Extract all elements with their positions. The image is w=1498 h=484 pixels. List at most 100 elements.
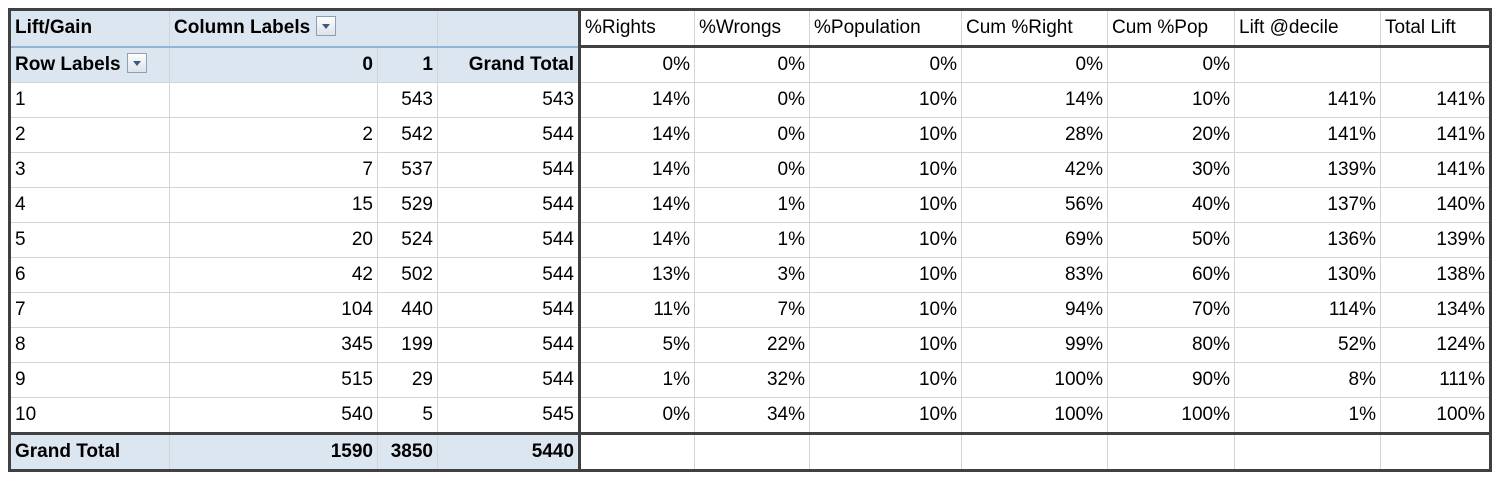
metric-cell-1[interactable]: 0% bbox=[694, 82, 810, 118]
zero-cell-5[interactable] bbox=[1234, 45, 1381, 83]
row-labels-cell[interactable]: Row Labels bbox=[8, 45, 170, 83]
metric-cell-5[interactable]: 8% bbox=[1234, 362, 1381, 398]
pivot-count-1-cell[interactable]: 537 bbox=[377, 152, 438, 188]
metric-cell-5[interactable]: 1% bbox=[1234, 397, 1381, 434]
metric-cell-1[interactable]: 32% bbox=[694, 362, 810, 398]
row-labels-filter-dropdown-icon[interactable] bbox=[126, 52, 147, 73]
metric-header-0[interactable]: %Rights bbox=[579, 8, 695, 47]
empty-total-cell[interactable] bbox=[1234, 432, 1381, 472]
row-label-cell[interactable]: 7 bbox=[8, 292, 170, 328]
row-label-cell[interactable]: 9 bbox=[8, 362, 170, 398]
pivot-row-total-cell[interactable]: 544 bbox=[437, 327, 581, 363]
metric-cell-3[interactable]: 28% bbox=[961, 117, 1108, 153]
pivot-count-1-cell[interactable]: 542 bbox=[377, 117, 438, 153]
metric-cell-3[interactable]: 100% bbox=[961, 397, 1108, 434]
pivot-row-total-cell[interactable]: 543 bbox=[437, 82, 581, 118]
metric-header-1[interactable]: %Wrongs bbox=[694, 8, 810, 47]
pivot-row-total-cell[interactable]: 544 bbox=[437, 187, 581, 223]
metric-cell-0[interactable]: 14% bbox=[579, 152, 695, 188]
pivot-row-total-cell[interactable]: 544 bbox=[437, 362, 581, 398]
metric-cell-6[interactable]: 124% bbox=[1380, 327, 1492, 363]
metric-cell-0[interactable]: 5% bbox=[579, 327, 695, 363]
pivot-count-1-cell[interactable]: 524 bbox=[377, 222, 438, 258]
metric-cell-1[interactable]: 0% bbox=[694, 152, 810, 188]
metric-cell-6[interactable]: 111% bbox=[1380, 362, 1492, 398]
pivot-count-0-cell[interactable]: 104 bbox=[169, 292, 378, 328]
pivot-count-0-cell[interactable]: 42 bbox=[169, 257, 378, 293]
metric-cell-2[interactable]: 10% bbox=[809, 292, 962, 328]
row-label-cell[interactable]: 1 bbox=[8, 82, 170, 118]
pivot-grand-total-header[interactable]: Grand Total bbox=[437, 45, 581, 83]
row-label-cell[interactable]: 3 bbox=[8, 152, 170, 188]
metric-cell-3[interactable]: 56% bbox=[961, 187, 1108, 223]
metric-cell-0[interactable]: 14% bbox=[579, 82, 695, 118]
pivot-col-header-0[interactable]: 0 bbox=[169, 45, 378, 83]
metric-header-4[interactable]: Cum %Pop bbox=[1107, 8, 1235, 47]
metric-cell-5[interactable]: 130% bbox=[1234, 257, 1381, 293]
pivot-count-0-cell[interactable]: 345 bbox=[169, 327, 378, 363]
metric-cell-4[interactable]: 60% bbox=[1107, 257, 1235, 293]
pivot-row-total-cell[interactable]: 544 bbox=[437, 152, 581, 188]
metric-cell-2[interactable]: 10% bbox=[809, 222, 962, 258]
metric-cell-5[interactable]: 139% bbox=[1234, 152, 1381, 188]
zero-cell-0[interactable]: 0% bbox=[579, 45, 695, 83]
pivot-count-0-cell[interactable]: 7 bbox=[169, 152, 378, 188]
pivot-row-total-cell[interactable]: 545 bbox=[437, 397, 581, 434]
pivot-count-1-cell[interactable]: 5 bbox=[377, 397, 438, 434]
metric-cell-5[interactable]: 137% bbox=[1234, 187, 1381, 223]
metric-cell-2[interactable]: 10% bbox=[809, 117, 962, 153]
pivot-count-1-cell[interactable]: 440 bbox=[377, 292, 438, 328]
metric-cell-4[interactable]: 80% bbox=[1107, 327, 1235, 363]
metric-cell-4[interactable]: 100% bbox=[1107, 397, 1235, 434]
metric-cell-5[interactable]: 136% bbox=[1234, 222, 1381, 258]
pivot-row-total-cell[interactable]: 544 bbox=[437, 257, 581, 293]
metric-cell-6[interactable]: 140% bbox=[1380, 187, 1492, 223]
metric-cell-4[interactable]: 50% bbox=[1107, 222, 1235, 258]
pivot-count-1-cell[interactable]: 29 bbox=[377, 362, 438, 398]
metric-cell-5[interactable]: 52% bbox=[1234, 327, 1381, 363]
metric-cell-2[interactable]: 10% bbox=[809, 327, 962, 363]
metric-cell-6[interactable]: 134% bbox=[1380, 292, 1492, 328]
metric-cell-3[interactable]: 83% bbox=[961, 257, 1108, 293]
metric-cell-3[interactable]: 94% bbox=[961, 292, 1108, 328]
metric-header-2[interactable]: %Population bbox=[809, 8, 962, 47]
metric-cell-3[interactable]: 14% bbox=[961, 82, 1108, 118]
pivot-count-0-cell[interactable] bbox=[169, 82, 378, 118]
zero-cell-6[interactable] bbox=[1380, 45, 1492, 83]
metric-cell-1[interactable]: 7% bbox=[694, 292, 810, 328]
metric-cell-1[interactable]: 0% bbox=[694, 117, 810, 153]
pivot-count-0-cell[interactable]: 2 bbox=[169, 117, 378, 153]
empty-total-cell[interactable] bbox=[694, 432, 810, 472]
pivot-row-total-cell[interactable]: 544 bbox=[437, 222, 581, 258]
metric-cell-1[interactable]: 34% bbox=[694, 397, 810, 434]
metric-cell-1[interactable]: 1% bbox=[694, 222, 810, 258]
metric-header-3[interactable]: Cum %Right bbox=[961, 8, 1108, 47]
empty-total-cell[interactable] bbox=[961, 432, 1108, 472]
metric-cell-4[interactable]: 40% bbox=[1107, 187, 1235, 223]
metric-header-5[interactable]: Lift @decile bbox=[1234, 8, 1381, 47]
metric-cell-6[interactable]: 141% bbox=[1380, 117, 1492, 153]
metric-cell-2[interactable]: 10% bbox=[809, 187, 962, 223]
row-label-cell[interactable]: 10 bbox=[8, 397, 170, 434]
metric-cell-6[interactable]: 141% bbox=[1380, 82, 1492, 118]
metric-cell-0[interactable]: 11% bbox=[579, 292, 695, 328]
column-labels-cell[interactable]: Column Labels bbox=[169, 8, 438, 47]
metric-cell-6[interactable]: 139% bbox=[1380, 222, 1492, 258]
metric-cell-1[interactable]: 22% bbox=[694, 327, 810, 363]
metric-cell-3[interactable]: 42% bbox=[961, 152, 1108, 188]
metric-cell-4[interactable]: 10% bbox=[1107, 82, 1235, 118]
zero-cell-3[interactable]: 0% bbox=[961, 45, 1108, 83]
pivot-count-1-cell[interactable]: 199 bbox=[377, 327, 438, 363]
zero-cell-4[interactable]: 0% bbox=[1107, 45, 1235, 83]
metric-cell-2[interactable]: 10% bbox=[809, 362, 962, 398]
zero-cell-2[interactable]: 0% bbox=[809, 45, 962, 83]
row-label-cell[interactable]: 6 bbox=[8, 257, 170, 293]
metric-cell-5[interactable]: 141% bbox=[1234, 82, 1381, 118]
metric-cell-6[interactable]: 141% bbox=[1380, 152, 1492, 188]
metric-cell-0[interactable]: 14% bbox=[579, 117, 695, 153]
pivot-count-1-cell[interactable]: 543 bbox=[377, 82, 438, 118]
metric-header-6[interactable]: Total Lift bbox=[1380, 8, 1492, 47]
metric-cell-0[interactable]: 13% bbox=[579, 257, 695, 293]
column-labels-filter-dropdown-icon[interactable] bbox=[316, 16, 337, 37]
metric-cell-2[interactable]: 10% bbox=[809, 257, 962, 293]
